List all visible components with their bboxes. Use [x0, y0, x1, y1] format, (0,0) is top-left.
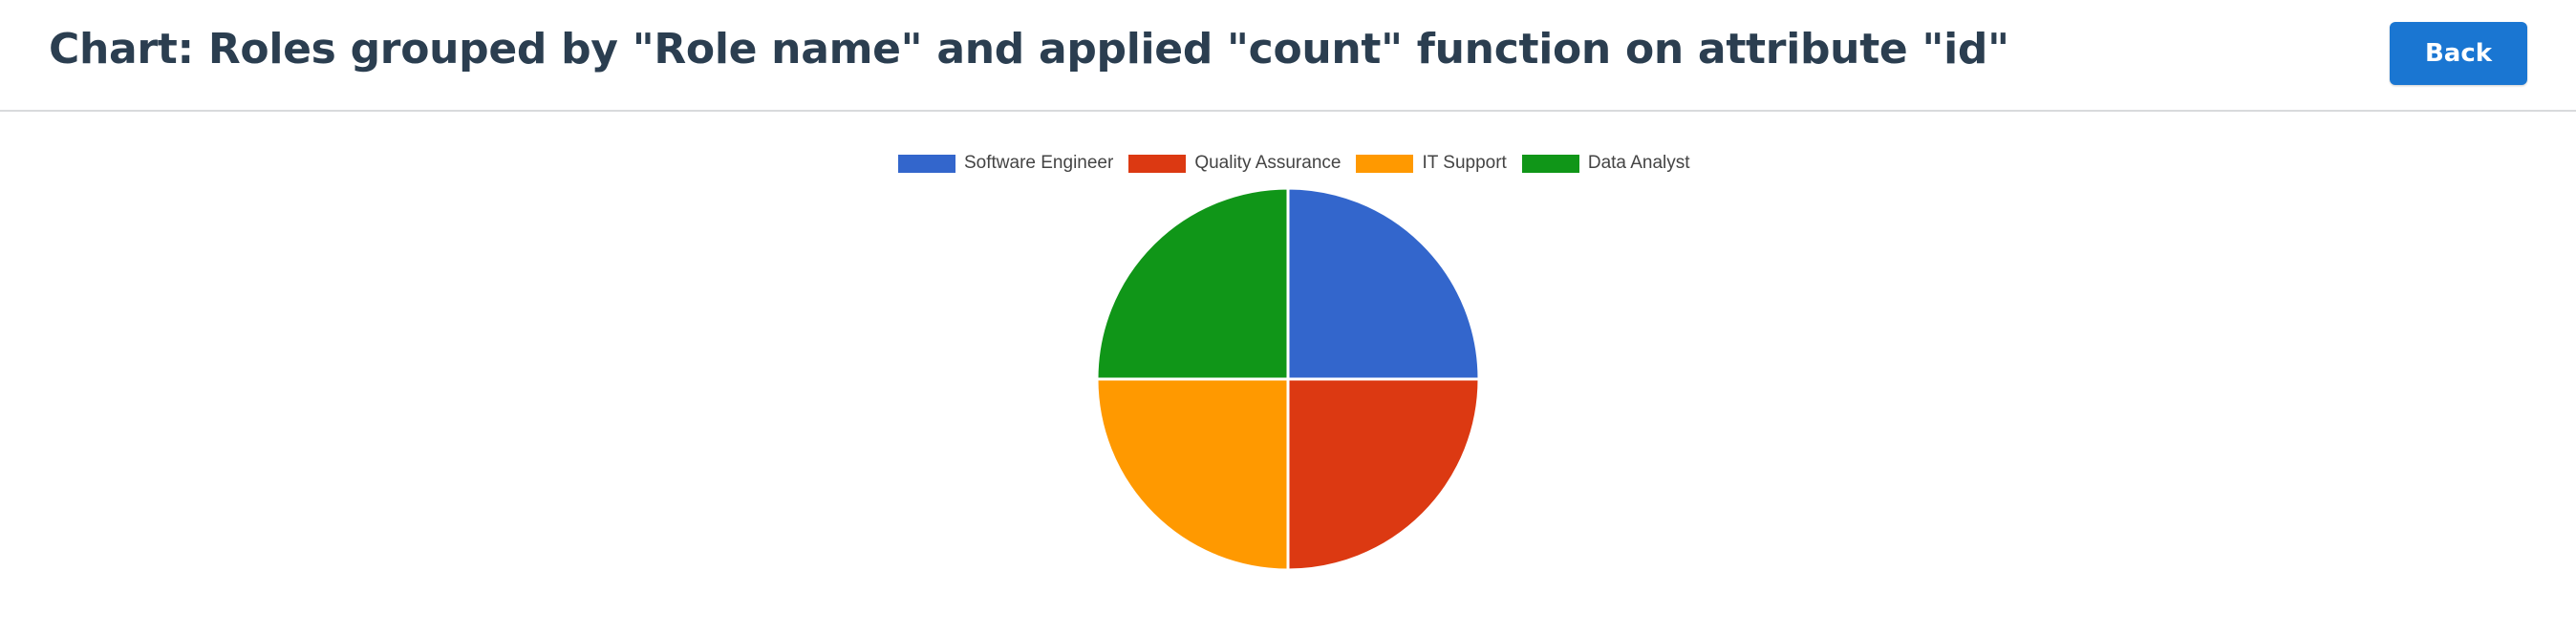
- pie-slice-quality-assurance[interactable]: [1286, 377, 1481, 572]
- legend-swatch-quality-assurance: [1128, 154, 1187, 173]
- legend-swatch-data-analyst: [1521, 154, 1579, 173]
- chart-legend: Software Engineer Quality Assurance IT Sup…: [898, 152, 1706, 175]
- legend-label-quality-assurance: Quality Assurance: [1194, 153, 1342, 173]
- legend-item-quality-assurance[interactable]: Quality Assurance: [1128, 153, 1341, 174]
- pie-slice-it-support[interactable]: [1095, 377, 1290, 572]
- legend-swatch-software-engineer: [898, 154, 955, 173]
- chart-area: Software Engineer Quality Assurance IT Sup…: [0, 112, 2576, 634]
- legend-swatch-it-support: [1356, 154, 1414, 173]
- legend-label-software-engineer: Software Engineer: [964, 153, 1114, 173]
- legend-item-data-analyst[interactable]: Data Analyst: [1521, 153, 1690, 174]
- legend-item-software-engineer[interactable]: Software Engineer: [898, 153, 1113, 174]
- pie-chart: [1095, 186, 1481, 572]
- pie-slice-data-analyst[interactable]: [1095, 186, 1290, 381]
- back-button[interactable]: Back: [2390, 22, 2527, 85]
- legend-item-it-support[interactable]: IT Support: [1356, 153, 1507, 174]
- page-title: Chart: Roles grouped by "Role name" and …: [49, 25, 2009, 74]
- legend-label-data-analyst: Data Analyst: [1587, 153, 1690, 173]
- legend-label-it-support: IT Support: [1422, 153, 1507, 173]
- pie-slice-software-engineer[interactable]: [1286, 186, 1481, 381]
- page-header: Chart: Roles grouped by "Role name" and …: [0, 0, 2576, 112]
